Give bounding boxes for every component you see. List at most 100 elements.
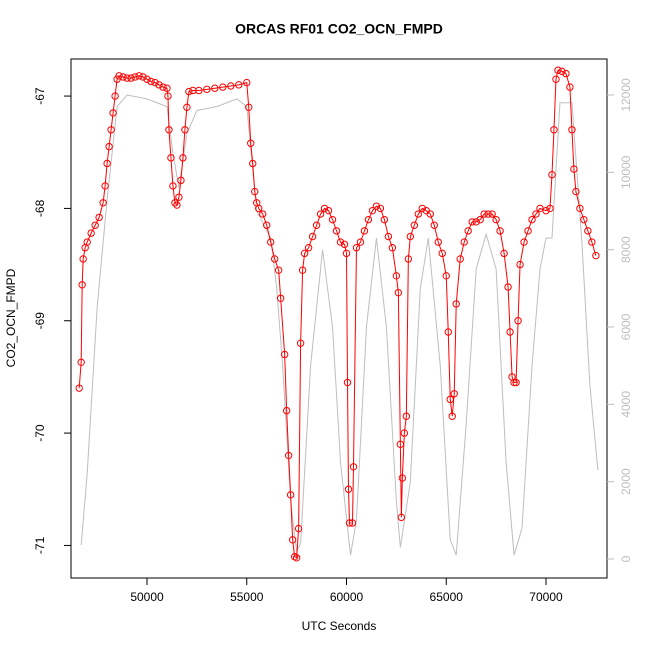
data-point [506,328,514,336]
data-point [484,210,492,218]
data-point [472,218,480,226]
data-point [167,154,175,162]
data-point [103,159,111,168]
data-point [388,244,397,252]
data-point [562,69,570,78]
data-point [452,300,460,308]
data-point [566,83,574,91]
data-point [99,199,107,207]
data-point [165,126,173,134]
data-point [292,554,301,562]
data-point [488,210,496,218]
data-point [308,232,317,241]
data-point [101,182,109,190]
data-point [79,255,87,263]
data-point [418,204,427,213]
data-point [332,227,341,235]
data-point [123,74,131,82]
data-point [219,83,227,91]
data-point [434,238,442,246]
y-axis-label: CO2_OCN_FMPD [4,268,18,367]
data-point [203,85,211,94]
data-point [368,206,377,215]
data-point [294,524,303,533]
data-point [504,283,512,291]
x-axis-label: UTC Seconds [302,619,377,633]
data-point [159,83,167,91]
data-point [356,238,365,246]
data-point [324,206,333,215]
y-tick-label: -68 [33,199,47,217]
data-point [296,339,305,347]
data-point [342,249,351,258]
data-point [284,451,293,460]
data-point [456,255,464,263]
data-point [349,463,358,471]
data-point [266,238,275,246]
data-point [442,272,450,280]
data-point [568,126,576,134]
data-point [532,210,540,218]
data-point [396,440,405,449]
data-point [364,215,373,224]
data-point [300,249,309,258]
data-point [448,412,456,420]
data-point [572,187,580,196]
data-point [282,406,291,415]
y2-tick-label: 12000 [619,78,633,112]
data-point [139,73,147,81]
data-point [169,182,177,190]
data-point [552,75,560,83]
data-point [75,384,83,392]
data-point [127,74,135,82]
x-tick-label: 60000 [330,590,364,604]
chart-title: ORCAS RF01 CO2_OCN_FMPD [235,21,443,37]
data-point [496,227,504,235]
data-point [175,193,183,201]
data-point [135,72,143,80]
x-tick-label: 55000 [230,590,264,604]
y-tick-label: -70 [33,424,47,442]
data-point [171,199,179,207]
data-point [274,266,283,274]
y-tick-label: -69 [33,312,47,330]
data-point [576,204,584,213]
y2-tick-label: 4000 [619,391,633,418]
data-point [173,201,181,209]
data-point [376,204,385,213]
data-point [554,66,562,74]
data-point [183,103,191,112]
data-point [592,251,600,260]
y2-tick-label: 6000 [619,313,633,340]
data-point [245,103,253,112]
data-point [548,171,556,179]
data-point [512,378,520,387]
data-point [514,317,522,325]
data-point [528,215,536,224]
y-tick-label: -71 [33,536,47,554]
data-point [179,154,187,162]
data-point [111,92,119,100]
data-point [131,73,139,81]
data-point [249,159,257,168]
data-point [227,82,235,90]
data-point [476,215,484,224]
data-point [340,240,349,249]
data-point [400,429,409,437]
y2-tick-label: 2000 [619,468,633,495]
data-point [298,266,307,274]
data-point [516,260,524,269]
data-point [83,238,91,246]
data-point [247,139,255,147]
data-point [404,255,413,263]
data-point [584,227,592,235]
data-point [392,272,401,280]
data-point [402,412,411,420]
data-point [360,227,369,235]
data-point [500,249,508,258]
x-tick-label: 50000 [130,590,164,604]
data-point [312,221,321,229]
data-point [450,390,458,398]
data-point [304,244,313,252]
